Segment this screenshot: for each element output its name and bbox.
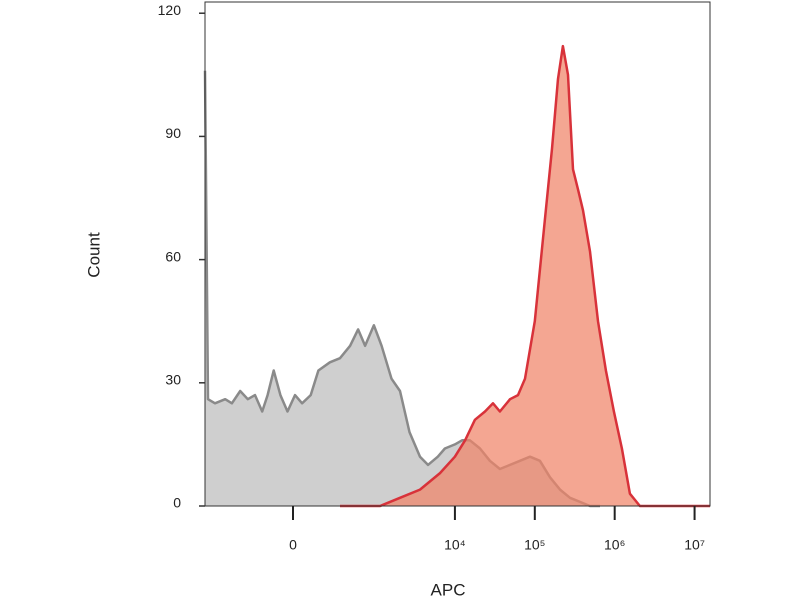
x-axis-label: APC [431,580,466,599]
y-tick-label: 30 [165,372,181,388]
histogram-area [205,70,600,506]
y-axis-label: Count [84,232,103,278]
x-tick-label: 0 [289,537,297,553]
histogram-line [340,44,710,508]
plot-frame [204,1,711,507]
x-tick-label: 10⁶ [604,537,625,553]
x-tick-label: 10⁵ [524,537,545,553]
x-tick-label: 10⁴ [444,537,466,553]
y-tick-label: 0 [173,495,181,511]
x-tick-label: 10⁷ [684,537,705,553]
histogram-area [340,46,710,506]
y-tick-label: 60 [165,248,181,264]
y-tick-label: 120 [158,2,182,18]
y-tick-label: 90 [165,125,181,141]
